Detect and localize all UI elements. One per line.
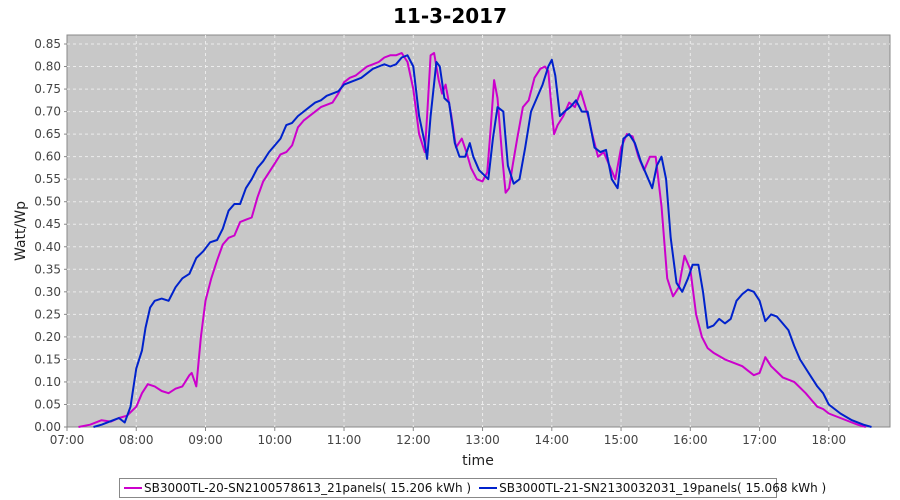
y-tick-label: 0.30 <box>34 285 61 299</box>
x-axis: 07:00 08:00 09:00 10:00 11:00 12:00 13:00 14:00… <box>50 427 846 447</box>
y-tick-label: 0.15 <box>34 352 61 366</box>
x-tick-label: 13:00 <box>465 433 500 447</box>
series-line-1 <box>78 52 867 428</box>
y-tick-label: 0.25 <box>34 307 61 321</box>
y-tick-label: 0.40 <box>34 240 61 254</box>
y-tick-label: 0.05 <box>34 397 61 411</box>
x-tick-label: 15:00 <box>604 433 639 447</box>
y-axis-label: Watt/Wp <box>13 201 29 261</box>
x-tick-label: 08:00 <box>119 433 154 447</box>
y-tick-label: 0.75 <box>34 82 61 96</box>
legend-swatch-series-1 <box>124 487 142 489</box>
x-tick-label: 11:00 <box>327 433 362 447</box>
x-tick-label: 18:00 <box>812 433 847 447</box>
legend-label-series-1: SB3000TL-20-SN2100578613_21panels( 15.20… <box>144 481 472 495</box>
legend-label-series-2: SB3000TL-21-SN2130032031_19panels( 15.06… <box>499 481 827 495</box>
x-tick-label: 14:00 <box>534 433 569 447</box>
legend: SB3000TL-20-SN2100578613_21panels( 15.20… <box>119 478 826 498</box>
y-tick-label: 0.45 <box>34 217 61 231</box>
x-tick-label: 09:00 <box>188 433 223 447</box>
x-tick-label: 07:00 <box>50 433 85 447</box>
y-tick-label: 0.20 <box>34 330 61 344</box>
grid <box>67 35 890 427</box>
y-tick-label: 0.00 <box>34 420 61 434</box>
chart-title: 11-3-2017 <box>393 4 507 28</box>
y-tick-label: 0.70 <box>34 105 61 119</box>
y-axis: 0.00 0.05 0.10 0.15 0.20 0.25 0.30 0.35 0.40 0.45… <box>34 37 67 434</box>
x-axis-label: time <box>462 453 494 469</box>
y-tick-label: 0.85 <box>34 37 61 51</box>
y-tick-label: 0.55 <box>34 172 61 186</box>
y-tick-label: 0.65 <box>34 127 61 141</box>
x-tick-label: 16:00 <box>673 433 708 447</box>
x-tick-label: 12:00 <box>396 433 431 447</box>
y-tick-label: 0.60 <box>34 150 61 164</box>
legend-item-series-1: SB3000TL-20-SN2100578613_21panels( 15.20… <box>124 481 471 495</box>
y-tick-label: 0.35 <box>34 262 61 276</box>
series-layer <box>78 52 872 428</box>
x-tick-label: 17:00 <box>742 433 777 447</box>
legend-item-series-2: SB3000TL-21-SN2130032031_19panels( 15.06… <box>479 481 826 495</box>
x-tick-label: 10:00 <box>257 433 292 447</box>
plot-area <box>66 34 891 428</box>
legend-swatch-series-2 <box>479 487 498 489</box>
series-line-2 <box>93 54 872 428</box>
y-tick-label: 0.80 <box>34 60 61 74</box>
y-tick-label: 0.50 <box>34 195 61 209</box>
y-tick-label: 0.10 <box>34 375 61 389</box>
